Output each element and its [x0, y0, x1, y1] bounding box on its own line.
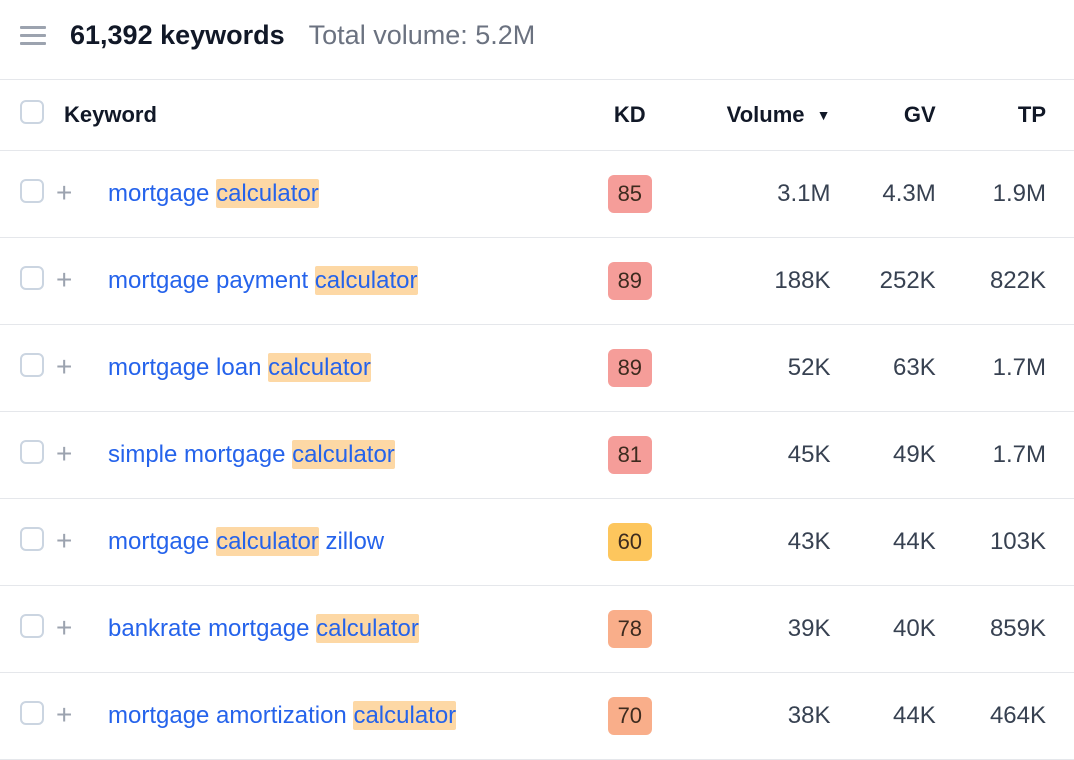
- gv-cell: 44K: [842, 673, 947, 760]
- highlight: calculator: [216, 179, 319, 208]
- column-label: Volume: [727, 102, 805, 127]
- row-checkbox[interactable]: [20, 527, 44, 551]
- table-row: + mortgage payment calculator 89 188K252K82…: [0, 238, 1074, 325]
- row-checkbox[interactable]: [20, 353, 44, 377]
- column-label: TP: [1018, 102, 1046, 127]
- keyword-link[interactable]: mortgage calculator: [108, 179, 319, 208]
- gv-cell: 4.3M: [842, 151, 947, 238]
- gv-cell: 63K: [842, 325, 947, 412]
- column-header-tp[interactable]: TP: [948, 80, 1074, 151]
- expand-icon[interactable]: +: [56, 266, 72, 294]
- menu-icon[interactable]: [20, 24, 46, 47]
- kd-badge: 60: [608, 523, 652, 561]
- gv-cell: 44K: [842, 499, 947, 586]
- row-checkbox[interactable]: [20, 179, 44, 203]
- column-label: GV: [904, 102, 936, 127]
- kd-badge: 85: [608, 175, 652, 213]
- table-row: +mortgage amortization calculator7038K44…: [0, 673, 1074, 760]
- table-row: + mortgage calculator zillow 60 43K44K103K: [0, 499, 1074, 586]
- volume-cell: 45K: [675, 412, 843, 499]
- kd-badge: 89: [608, 262, 652, 300]
- row-checkbox[interactable]: [20, 266, 44, 290]
- row-checkbox[interactable]: [20, 701, 44, 725]
- tp-cell: 822K: [948, 238, 1074, 325]
- gv-cell: 252K: [842, 238, 947, 325]
- row-checkbox[interactable]: [20, 440, 44, 464]
- highlight: calculator: [268, 353, 371, 382]
- sort-desc-icon: ▼: [817, 107, 831, 123]
- table-row: + bankrate mortgage calculator 78 39K40K859…: [0, 586, 1074, 673]
- tp-cell: 1.7M: [948, 325, 1074, 412]
- kd-badge: 81: [608, 436, 652, 474]
- column-label: Keyword: [64, 102, 157, 127]
- row-checkbox[interactable]: [20, 614, 44, 638]
- expand-icon[interactable]: +: [56, 527, 72, 555]
- total-volume: Total volume: 5.2M: [309, 20, 536, 51]
- column-header-kd[interactable]: KD: [585, 80, 674, 151]
- highlight: calculator: [216, 527, 319, 556]
- keyword-link[interactable]: mortgage calculator zillow: [108, 527, 384, 556]
- expand-icon[interactable]: +: [56, 614, 72, 642]
- table-row: + mortgage calculator 85 3.1M4.3M1.9M: [0, 151, 1074, 238]
- column-header-volume[interactable]: Volume ▼: [675, 80, 843, 151]
- keyword-link[interactable]: mortgage loan calculator: [108, 353, 371, 382]
- select-all-checkbox[interactable]: [20, 100, 44, 124]
- expand-icon[interactable]: +: [56, 179, 72, 207]
- gv-cell: 40K: [842, 586, 947, 673]
- volume-cell: 43K: [675, 499, 843, 586]
- summary-bar: 61,392 keywords Total volume: 5.2M: [0, 0, 1074, 79]
- tp-cell: 103K: [948, 499, 1074, 586]
- highlight: calculator: [316, 614, 419, 643]
- highlight: calculator: [315, 266, 418, 295]
- keyword-link[interactable]: simple mortgage calculator: [108, 440, 395, 469]
- keyword-link[interactable]: bankrate mortgage calculator: [108, 614, 419, 643]
- volume-cell: 39K: [675, 586, 843, 673]
- keyword-count: 61,392 keywords: [70, 20, 285, 51]
- expand-icon[interactable]: +: [56, 440, 72, 468]
- table-row: + simple mortgage calculator 81 45K49K1.7M: [0, 412, 1074, 499]
- tp-cell: 1.7M: [948, 412, 1074, 499]
- volume-cell: 38K: [675, 673, 843, 760]
- volume-cell: 3.1M: [675, 151, 843, 238]
- volume-cell: 188K: [675, 238, 843, 325]
- expand-icon[interactable]: +: [56, 701, 72, 729]
- column-label: KD: [614, 102, 646, 127]
- column-header-gv[interactable]: GV: [842, 80, 947, 151]
- expand-icon[interactable]: +: [56, 353, 72, 381]
- gv-cell: 49K: [842, 412, 947, 499]
- kd-badge: 70: [608, 697, 652, 735]
- kd-badge: 89: [608, 349, 652, 387]
- keyword-link[interactable]: mortgage payment calculator: [108, 266, 418, 295]
- tp-cell: 859K: [948, 586, 1074, 673]
- keywords-table: Keyword KD Volume ▼ GV TP + mortgage calc…: [0, 79, 1074, 760]
- column-header-keyword[interactable]: Keyword: [52, 80, 585, 151]
- tp-cell: 1.9M: [948, 151, 1074, 238]
- kd-badge: 78: [608, 610, 652, 648]
- tp-cell: 464K: [948, 673, 1074, 760]
- volume-cell: 52K: [675, 325, 843, 412]
- highlight: calculator: [292, 440, 395, 469]
- table-row: + mortgage loan calculator 89 52K63K1.7M: [0, 325, 1074, 412]
